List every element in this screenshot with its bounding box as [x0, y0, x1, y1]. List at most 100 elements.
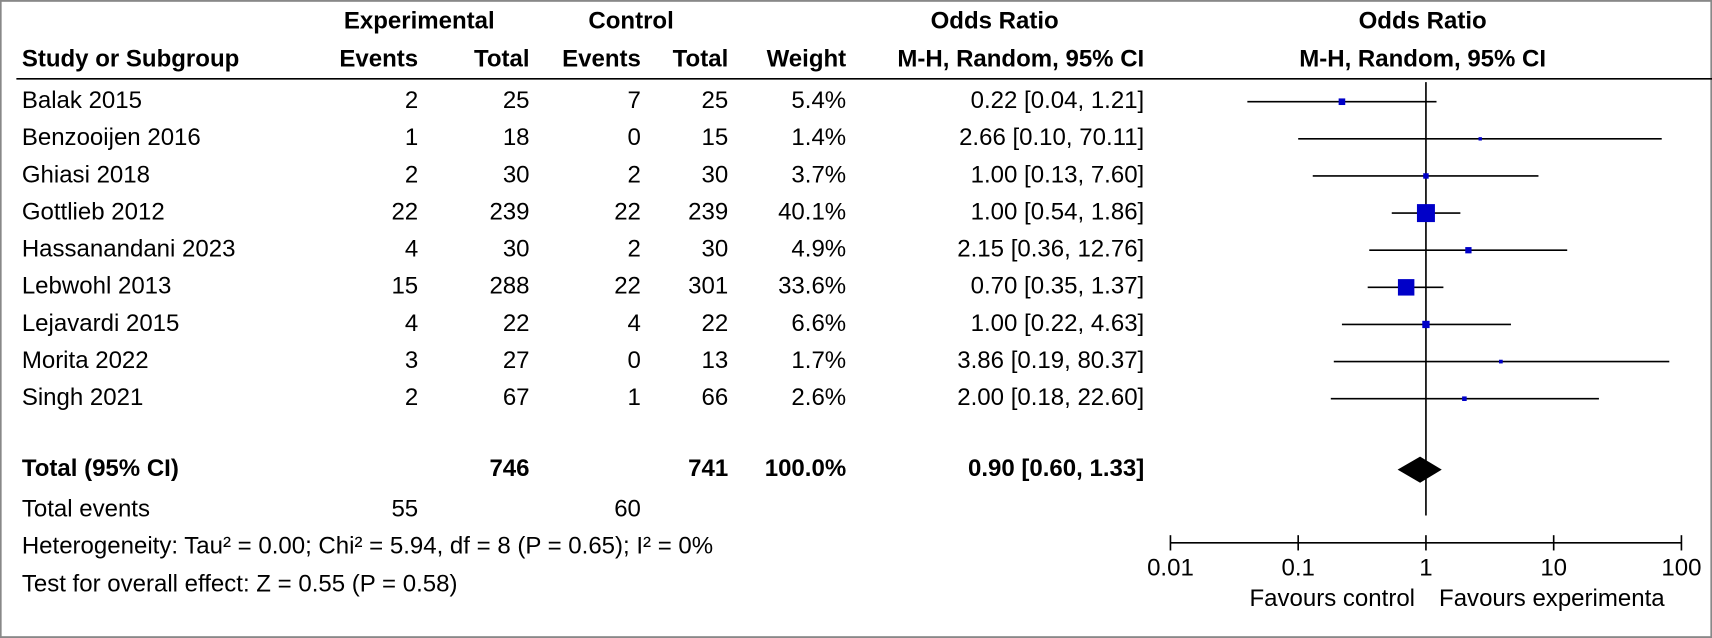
cell: 27: [503, 347, 530, 374]
weight: 1.4%: [791, 124, 846, 151]
total-ci-label: 0.90 [0.60, 1.33]: [968, 455, 1144, 482]
cell: 67: [503, 384, 530, 411]
cell: 18: [503, 124, 530, 151]
cell: 2: [405, 87, 418, 114]
cell: 288: [489, 273, 529, 300]
cell: 4: [405, 310, 418, 337]
total-events: 60: [614, 495, 641, 522]
cell: 30: [503, 161, 530, 188]
group-header: Experimental: [344, 7, 495, 34]
cell: 22: [614, 273, 641, 300]
total-cell: 746: [489, 455, 529, 482]
cell: 30: [702, 161, 729, 188]
cell: 2: [628, 161, 641, 188]
weight: 6.6%: [791, 310, 846, 337]
cell: 0: [628, 347, 641, 374]
total-weight: 100.0%: [765, 455, 846, 482]
total-events: 55: [391, 495, 418, 522]
column-header: M-H, Random, 95% CI: [897, 46, 1144, 73]
total-label: Total (95% CI): [22, 455, 179, 482]
cell: 30: [503, 236, 530, 263]
overall-effect: Test for overall effect: Z = 0.55 (P = 0…: [22, 571, 458, 598]
weight: 5.4%: [791, 87, 846, 114]
cell: 66: [702, 384, 729, 411]
column-header: Events: [562, 46, 641, 73]
cell: 22: [391, 198, 418, 225]
effect-marker: [1462, 396, 1467, 401]
study-name: Hassanandani 2023: [22, 236, 236, 263]
cell: 2: [405, 384, 418, 411]
effect-marker: [1478, 137, 1482, 141]
cell: 239: [489, 198, 529, 225]
study-name: Benzooijen 2016: [22, 124, 201, 151]
x-tick-label: 0.1: [1281, 554, 1314, 581]
effect-marker: [1416, 204, 1435, 223]
column-header: Total: [474, 46, 530, 73]
group-header: Odds Ratio: [931, 7, 1059, 34]
study-name: Ghiasi 2018: [22, 161, 150, 188]
ci-label: 2.66 [0.10, 70.11]: [959, 124, 1144, 151]
study-name: Balak 2015: [22, 87, 142, 114]
heterogeneity: Heterogeneity: Tau² = 0.00; Chi² = 5.94,…: [22, 533, 713, 560]
cell: 2: [628, 236, 641, 263]
cell: 22: [614, 198, 641, 225]
effect-marker: [1423, 173, 1429, 179]
x-tick-label: 0.01: [1147, 554, 1194, 581]
total-events-label: Total events: [22, 495, 150, 522]
study-name: Lebwohl 2013: [22, 273, 172, 300]
ci-label: 1.00 [0.13, 7.60]: [971, 161, 1145, 188]
favours-label: Favours control: [1250, 585, 1416, 612]
cell: 0: [628, 124, 641, 151]
cell: 3: [405, 347, 418, 374]
cell: 15: [391, 273, 418, 300]
group-header: Control: [588, 7, 673, 34]
effect-marker: [1422, 320, 1430, 329]
study-name: Morita 2022: [22, 347, 149, 374]
weight: 1.7%: [791, 347, 846, 374]
cell: 22: [702, 310, 729, 337]
column-header: Events: [339, 46, 418, 73]
study-name: Singh 2021: [22, 384, 144, 411]
cell: 30: [702, 236, 729, 263]
cell: 1: [628, 384, 641, 411]
ci-label: 1.00 [0.22, 4.63]: [971, 310, 1145, 337]
cell: 239: [688, 198, 728, 225]
weight: 33.6%: [778, 273, 846, 300]
weight: 40.1%: [778, 198, 846, 225]
column-header: M-H, Random, 95% CI: [1299, 46, 1546, 73]
weight: 3.7%: [791, 161, 846, 188]
effect-marker: [1499, 359, 1503, 364]
cell: 25: [503, 87, 530, 114]
cell: 22: [503, 310, 530, 337]
group-header: Odds Ratio: [1359, 7, 1487, 34]
total-cell: 741: [688, 455, 728, 482]
pooled-diamond: [1397, 456, 1442, 483]
cell: 1: [405, 124, 418, 151]
x-tick-label: 100: [1661, 554, 1701, 581]
x-tick-label: 10: [1540, 554, 1567, 581]
favours-label: Favours experimenta: [1439, 585, 1665, 612]
cell: 4: [405, 236, 418, 263]
cell: 7: [628, 87, 641, 114]
weight: 2.6%: [791, 384, 846, 411]
ci-label: 0.70 [0.35, 1.37]: [971, 273, 1145, 300]
study-name: Gottlieb 2012: [22, 198, 165, 225]
effect-marker: [1397, 279, 1415, 296]
effect-marker: [1465, 247, 1472, 254]
study-name: Lejavardi 2015: [22, 310, 180, 337]
ci-label: 2.00 [0.18, 22.60]: [957, 384, 1144, 411]
x-tick-label: 1: [1419, 554, 1432, 581]
cell: 2: [405, 161, 418, 188]
cell: 301: [688, 273, 728, 300]
column-header: Study or Subgroup: [22, 46, 239, 73]
cell: 13: [702, 347, 729, 374]
ci-label: 1.00 [0.54, 1.86]: [971, 198, 1145, 225]
weight: 4.9%: [791, 236, 846, 263]
ci-label: 2.15 [0.36, 12.76]: [957, 236, 1144, 263]
ci-label: 0.22 [0.04, 1.21]: [971, 87, 1145, 114]
cell: 15: [702, 124, 729, 151]
ci-label: 3.86 [0.19, 80.37]: [957, 347, 1144, 374]
column-header: Weight: [767, 46, 847, 73]
column-header: Total: [673, 46, 729, 73]
